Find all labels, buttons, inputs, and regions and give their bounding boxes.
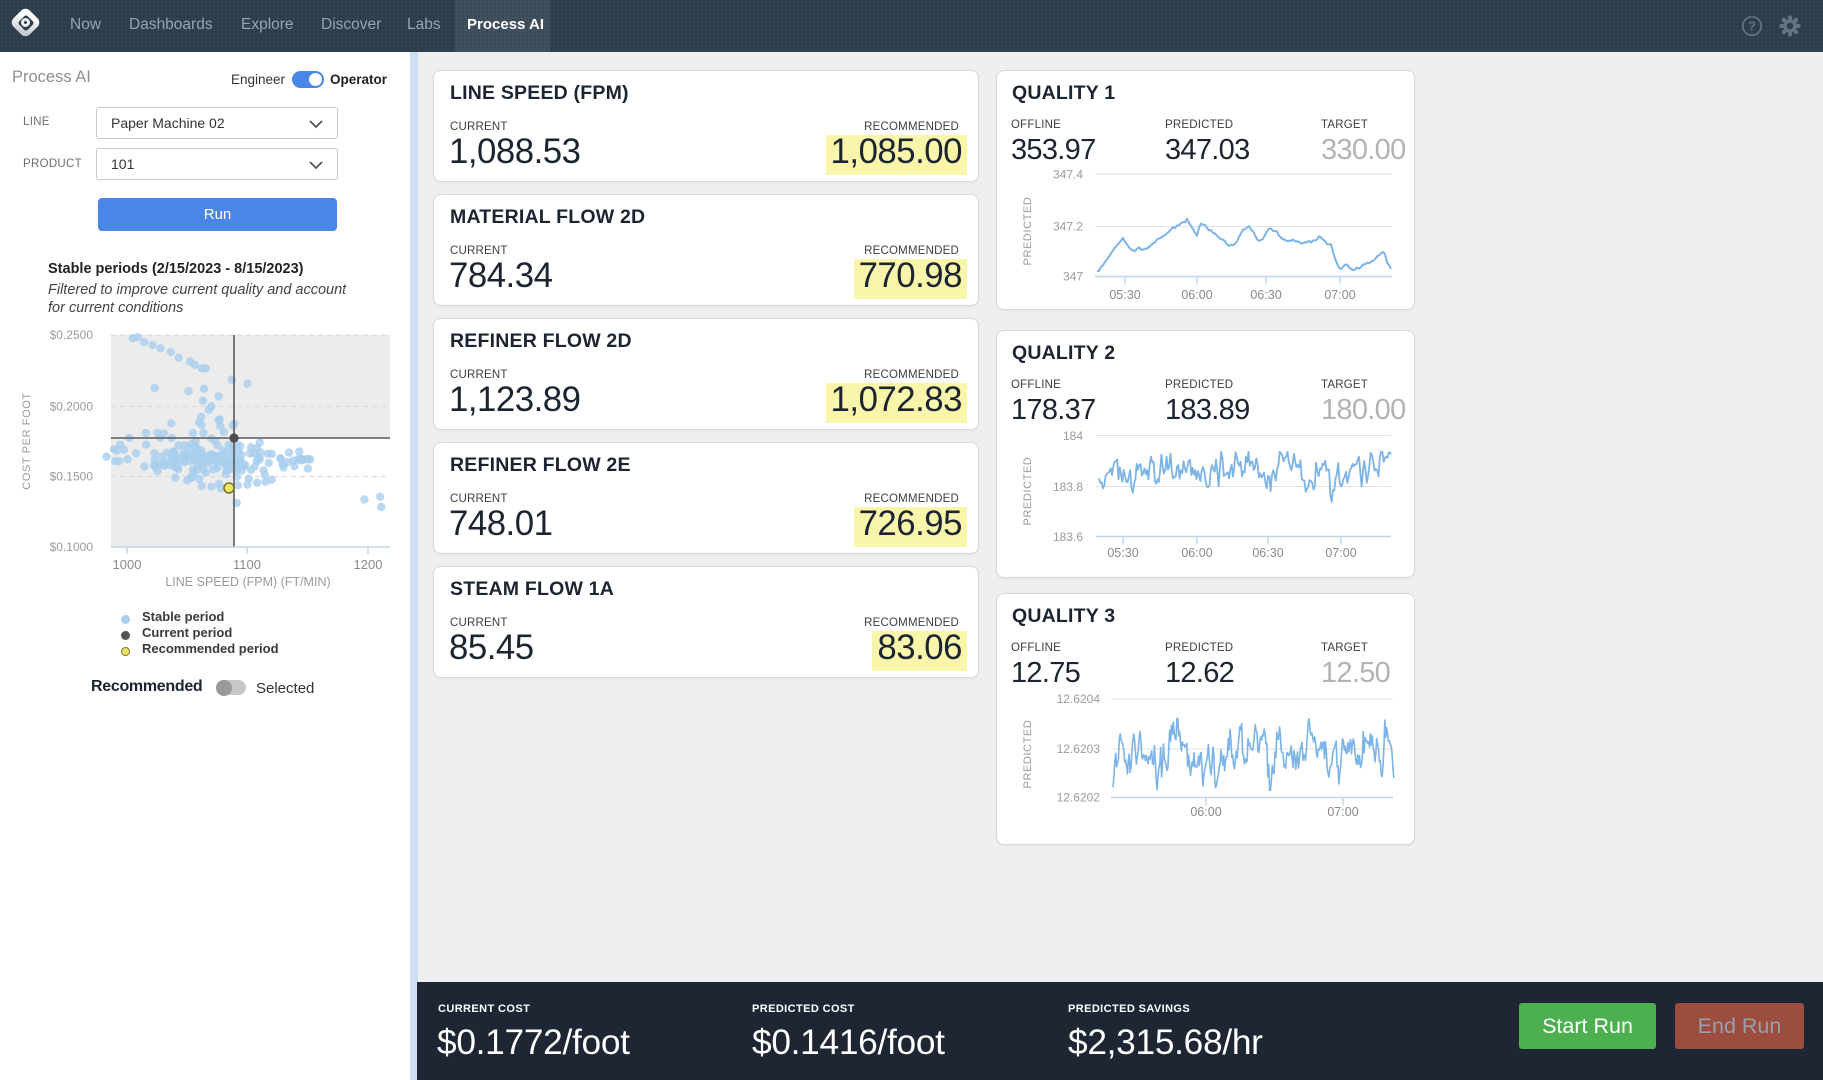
svg-text:1100: 1100 <box>233 557 261 572</box>
svg-text:12.6204: 12.6204 <box>1057 692 1101 706</box>
svg-text:$0.1500: $0.1500 <box>50 470 94 484</box>
svg-text:PREDICTED: PREDICTED <box>1022 197 1034 266</box>
svg-text:06:30: 06:30 <box>1250 288 1281 302</box>
svg-text:07:00: 07:00 <box>1327 805 1358 819</box>
svg-text:183.8: 183.8 <box>1053 480 1083 494</box>
svg-text:05:30: 05:30 <box>1107 546 1138 560</box>
svg-text:12.6202: 12.6202 <box>1057 791 1101 805</box>
svg-text:347.2: 347.2 <box>1053 220 1083 234</box>
svg-text:$0.2500: $0.2500 <box>50 328 94 342</box>
svg-text:07:00: 07:00 <box>1325 546 1356 560</box>
svg-text:183.6: 183.6 <box>1053 530 1083 544</box>
svg-text:COST PER FOOT: COST PER FOOT <box>21 392 33 489</box>
svg-text:$0.2000: $0.2000 <box>50 400 94 414</box>
svg-text:07:00: 07:00 <box>1324 288 1355 302</box>
svg-text:?: ? <box>1748 19 1756 34</box>
svg-text:1000: 1000 <box>113 557 142 572</box>
svg-text:05:30: 05:30 <box>1109 288 1140 302</box>
svg-text:06:00: 06:00 <box>1181 288 1212 302</box>
svg-text:06:30: 06:30 <box>1252 546 1283 560</box>
svg-text:347.4: 347.4 <box>1053 168 1083 182</box>
svg-text:184: 184 <box>1063 429 1083 443</box>
svg-text:LINE SPEED (FPM) (FT/MIN): LINE SPEED (FPM) (FT/MIN) <box>165 575 330 589</box>
svg-text:06:00: 06:00 <box>1190 805 1221 819</box>
svg-text:PREDICTED: PREDICTED <box>1022 720 1034 789</box>
svg-text:12.6203: 12.6203 <box>1057 742 1101 756</box>
svg-text:PREDICTED: PREDICTED <box>1022 457 1034 526</box>
svg-text:1200: 1200 <box>354 557 383 572</box>
svg-text:06:00: 06:00 <box>1181 546 1212 560</box>
svg-text:347: 347 <box>1063 270 1083 284</box>
svg-text:$0.1000: $0.1000 <box>50 540 94 554</box>
